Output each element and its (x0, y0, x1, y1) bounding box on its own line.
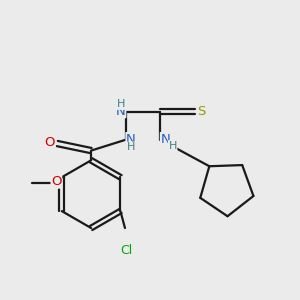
Text: S: S (197, 105, 206, 118)
Text: O: O (45, 136, 55, 149)
Text: O: O (51, 175, 62, 188)
Text: N: N (116, 105, 126, 118)
Text: H: H (169, 141, 177, 151)
Text: H: H (127, 142, 135, 152)
Text: N: N (126, 133, 136, 146)
Text: N: N (160, 133, 170, 146)
Text: H: H (117, 99, 125, 110)
Text: Cl: Cl (120, 244, 133, 256)
